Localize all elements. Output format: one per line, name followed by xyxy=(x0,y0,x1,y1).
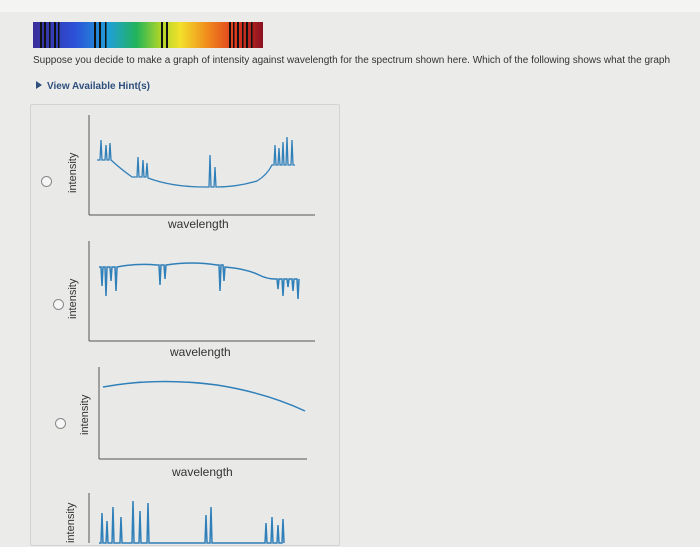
x-axis-label: wavelength xyxy=(168,217,229,231)
graph-smooth-continuum xyxy=(98,367,307,460)
radio-option-1[interactable] xyxy=(41,176,52,187)
intensity-curve xyxy=(99,500,285,544)
y-axis-label: intensity xyxy=(67,152,79,193)
graph-continuum-absorption xyxy=(88,241,315,342)
top-band xyxy=(0,0,700,12)
answer-option-3[interactable]: intensity wavelength xyxy=(31,363,339,485)
intensity-curve xyxy=(102,380,306,412)
absorption-lines xyxy=(40,22,253,48)
caret-right-icon xyxy=(36,81,42,89)
y-axis-label: intensity xyxy=(65,502,77,543)
hint-label: View Available Hint(s) xyxy=(47,81,150,92)
y-axis-label: intensity xyxy=(67,278,79,319)
view-hints-link[interactable]: View Available Hint(s) xyxy=(36,81,150,92)
answer-option-1[interactable]: intensity wavelength xyxy=(31,105,339,231)
spectrum-image xyxy=(33,22,263,48)
question-text: Suppose you decide to make a graph of in… xyxy=(33,55,671,66)
radio-option-3[interactable] xyxy=(55,418,66,429)
intensity-curve xyxy=(99,262,300,300)
radio-option-2[interactable] xyxy=(53,299,64,310)
answer-options: intensity wavelength intensity wavelengt… xyxy=(30,104,340,546)
answer-option-2[interactable]: intensity wavelength xyxy=(31,233,339,361)
graph-emission-lines xyxy=(88,493,285,544)
x-axis-label: wavelength xyxy=(172,465,233,479)
y-axis-label: intensity xyxy=(79,394,91,435)
x-axis-label: wavelength xyxy=(170,345,231,359)
intensity-curve xyxy=(97,136,295,188)
answer-option-4[interactable]: intensity xyxy=(31,487,339,547)
graph-absorption-lines xyxy=(88,115,315,216)
